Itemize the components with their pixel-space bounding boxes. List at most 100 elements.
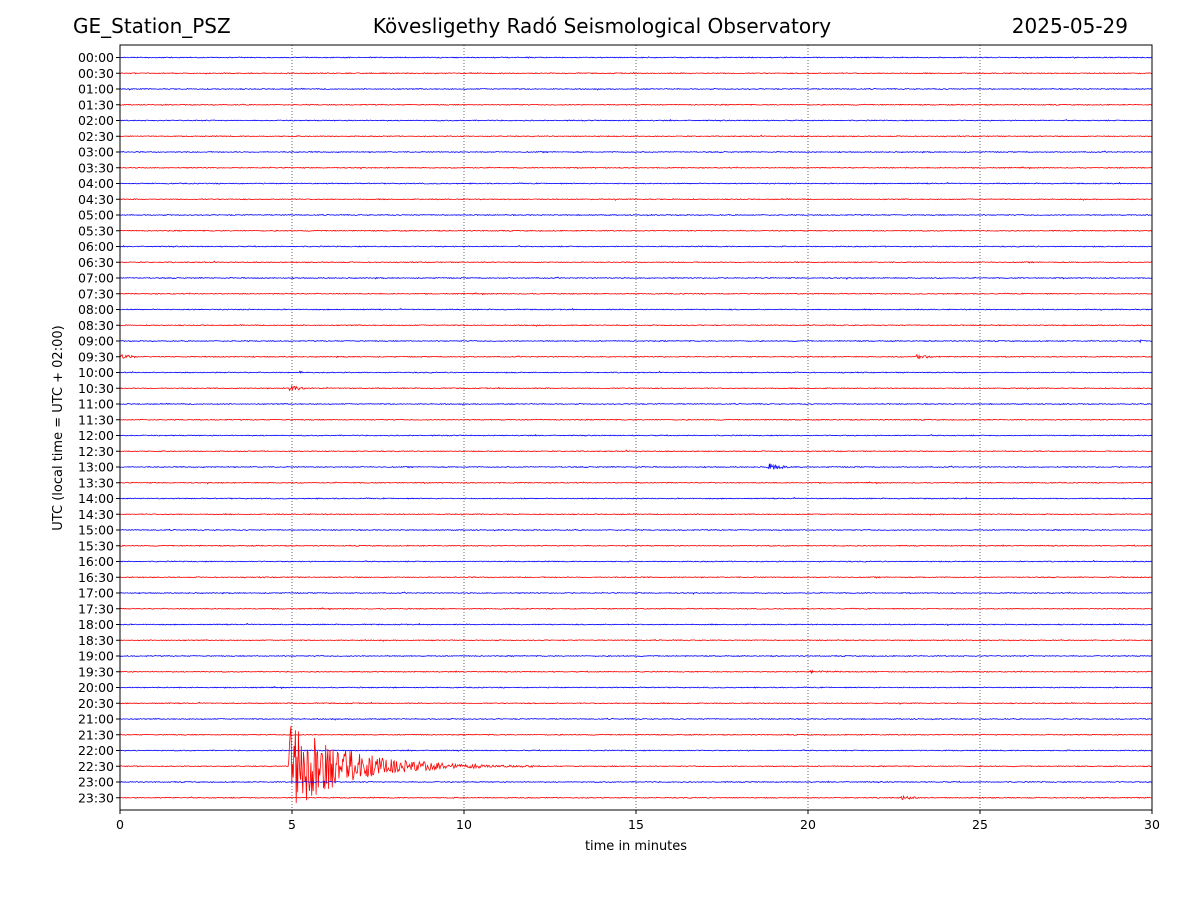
trace-1630	[120, 576, 1152, 579]
trace-1530	[120, 544, 1152, 548]
x-tick-label: 20	[800, 817, 816, 832]
y-tick-label: 18:30	[78, 633, 114, 648]
grid-lines	[291, 45, 981, 810]
record-date: 2025-05-29	[1011, 14, 1128, 38]
trace-1500	[120, 528, 1152, 532]
trace-0530	[120, 229, 1152, 233]
y-tick-label: 16:30	[78, 570, 114, 585]
trace-2100	[120, 717, 1152, 721]
y-tick-label: 17:30	[78, 601, 114, 616]
y-tick-label: 05:30	[78, 223, 114, 238]
y-tick-label: 10:30	[78, 381, 114, 396]
trace-1030	[120, 385, 1152, 392]
trace-1400	[120, 496, 1152, 500]
x-tick-label: 5	[288, 817, 296, 832]
trace-0230	[120, 134, 1152, 138]
trace-0900	[120, 339, 1152, 344]
trace-1830	[120, 638, 1152, 642]
y-tick-label: 10:00	[78, 365, 114, 380]
y-tick-label: 00:30	[78, 66, 114, 81]
y-tick-label: 09:30	[78, 349, 114, 364]
trace-1200	[120, 434, 1152, 437]
y-tick-label: 23:30	[78, 790, 114, 805]
station-name: GE_Station_PSZ	[73, 14, 231, 38]
y-tick-label: 21:30	[78, 727, 114, 742]
trace-1900	[120, 654, 1152, 658]
x-tick-label: 25	[972, 817, 988, 832]
trace-0600	[120, 245, 1152, 248]
y-tick-label: 07:00	[78, 271, 114, 286]
y-tick-label: 16:00	[78, 554, 114, 569]
y-tick-label: 08:00	[78, 302, 114, 317]
trace-0830	[120, 323, 1152, 327]
trace-0500	[120, 213, 1152, 217]
trace-0400	[120, 181, 1152, 185]
y-tick-label: 02:00	[78, 113, 114, 128]
trace-1130	[120, 418, 1152, 422]
y-tick-label: 01:00	[78, 82, 114, 97]
trace-0700	[120, 276, 1152, 280]
y-tick-label: 15:30	[78, 538, 114, 553]
y-tick-label: 12:00	[78, 428, 114, 443]
trace-group	[120, 56, 1152, 804]
y-axis: 00:0000:3001:0001:3002:0002:3003:0003:30…	[78, 50, 120, 805]
trace-1730	[120, 607, 1152, 611]
y-tick-label: 08:30	[78, 318, 114, 333]
trace-1430	[120, 512, 1152, 516]
trace-1300	[120, 463, 1152, 470]
trace-1330	[120, 481, 1152, 485]
trace-0200	[120, 119, 1152, 122]
y-tick-label: 03:30	[78, 160, 114, 175]
trace-1000	[120, 370, 1152, 374]
y-tick-label: 11:00	[78, 397, 114, 412]
y-tick-label: 03:00	[78, 145, 114, 160]
x-tick-label: 0	[116, 817, 124, 832]
observatory-title: Kövesligethy Radó Seismological Observat…	[372, 14, 832, 38]
trace-2030	[120, 701, 1152, 705]
trace-0800	[120, 307, 1152, 312]
trace-0430	[120, 197, 1152, 201]
y-tick-label: 23:00	[78, 775, 114, 790]
trace-0930	[120, 353, 1152, 360]
trace-2330	[120, 794, 1152, 800]
trace-1230	[120, 449, 1152, 453]
trace-1700	[120, 591, 1152, 595]
y-tick-label: 22:00	[78, 743, 114, 758]
y-tick-label: 14:30	[78, 507, 114, 522]
trace-1100	[120, 402, 1152, 406]
x-axis: 0 5 10 15 20 25 30	[116, 810, 1160, 832]
y-tick-label: 06:00	[78, 239, 114, 254]
y-tick-label: 21:00	[78, 712, 114, 727]
y-tick-label: 04:30	[78, 192, 114, 207]
trace-0000	[120, 56, 1152, 59]
y-tick-label: 11:30	[78, 412, 114, 427]
y-tick-label: 04:00	[78, 176, 114, 191]
trace-2200	[120, 749, 1152, 752]
trace-2230	[120, 726, 1152, 804]
y-tick-label: 06:30	[78, 255, 114, 270]
y-tick-label: 00:00	[78, 50, 114, 65]
x-tick-label: 30	[1144, 817, 1160, 832]
y-tick-label: 17:00	[78, 586, 114, 601]
x-tick-label: 10	[456, 817, 472, 832]
x-tick-label: 15	[628, 817, 644, 832]
trace-0630	[120, 260, 1152, 264]
trace-0300	[120, 150, 1152, 154]
y-tick-label: 19:00	[78, 649, 114, 664]
trace-0030	[120, 71, 1152, 75]
y-axis-label: UTC (local time = UTC + 02:00)	[51, 325, 66, 530]
y-tick-label: 18:00	[78, 617, 114, 632]
trace-2000	[120, 685, 1152, 690]
trace-0330	[120, 166, 1152, 170]
trace-2300	[120, 780, 1152, 784]
trace-0730	[120, 292, 1152, 296]
y-tick-label: 12:30	[78, 444, 114, 459]
trace-0130	[120, 103, 1152, 107]
trace-2130	[120, 733, 1152, 737]
y-tick-label: 22:30	[78, 759, 114, 774]
y-tick-label: 02:30	[78, 129, 114, 144]
trace-1930	[120, 669, 1152, 675]
x-axis-label: time in minutes	[585, 839, 687, 854]
y-tick-label: 15:00	[78, 523, 114, 538]
